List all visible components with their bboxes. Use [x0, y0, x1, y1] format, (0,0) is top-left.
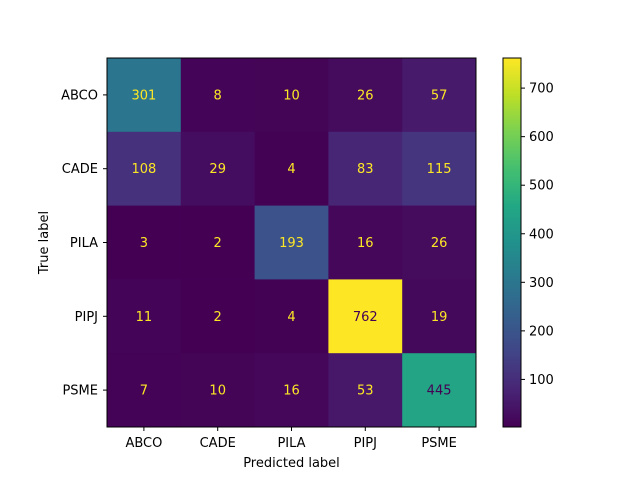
cell-value-label: 445 — [427, 384, 452, 399]
colorbar-tick-label: 100 — [529, 373, 554, 388]
heatmap-cell — [254, 205, 329, 280]
heatmap-cell — [402, 279, 477, 354]
heatmap-cell — [402, 131, 477, 207]
y-tick-label: PIPJ — [75, 310, 98, 325]
cell-value-label: 53 — [357, 384, 374, 399]
cell-value-label: 26 — [431, 236, 448, 251]
heatmap-cell — [254, 131, 329, 207]
cell-value-label: 762 — [353, 310, 378, 325]
cell-value-label: 16 — [283, 384, 300, 399]
heatmap-cell — [107, 131, 182, 207]
cell-value-label: 301 — [131, 88, 156, 103]
heatmap-cell — [328, 58, 403, 133]
heatmap-cell — [107, 353, 182, 428]
cell-value-label: 16 — [357, 236, 374, 251]
heatmap-cell — [402, 353, 477, 428]
cell-value-label: 3 — [140, 236, 148, 251]
cell-value-label: 8 — [214, 88, 222, 103]
colorbar-tick-label: 300 — [529, 276, 554, 291]
heatmap-cell — [180, 131, 256, 207]
cell-value-label: 7 — [140, 384, 148, 399]
heatmap-cell — [180, 58, 256, 133]
y-axis-label: True label — [37, 211, 52, 275]
x-axis-label: Predicted label — [243, 456, 340, 471]
colorbar: 100 200 300 400 500 600 700 — [502, 57, 554, 428]
y-tick-label: CADE — [62, 162, 98, 177]
cell-value-label: 115 — [427, 162, 452, 177]
cell-value-label: 57 — [431, 88, 448, 103]
cell-value-label: 2 — [214, 310, 222, 325]
colorbar-tick-label: 500 — [529, 179, 554, 194]
heatmap-cell — [180, 205, 256, 280]
cell-value-label: 108 — [131, 162, 156, 177]
heatmap-cell — [254, 353, 329, 428]
y-tick-label: PSME — [62, 384, 98, 399]
x-tick-label: PSME — [421, 436, 457, 451]
heatmap-cell — [180, 279, 256, 354]
cell-value-label: 26 — [357, 88, 374, 103]
heatmap-cell — [328, 353, 403, 428]
x-tick-label: PIPJ — [354, 436, 377, 451]
heatmap-cell — [402, 205, 477, 280]
colorbar-tick-label: 600 — [529, 130, 554, 145]
cell-value-label: 10 — [209, 384, 226, 399]
cell-value-label: 193 — [279, 236, 304, 251]
heatmap-cell — [107, 205, 182, 280]
heatmap-cell — [402, 58, 477, 133]
x-tick-label: PILA — [277, 436, 305, 451]
cell-value-label: 11 — [136, 310, 153, 325]
cell-value-label: 83 — [357, 162, 374, 177]
cell-annotations: 301 8 10 26 57 108 29 4 83 115 3 2 193 16 26 11 2 4 762 19 7… — [131, 88, 451, 398]
colorbar-tick-label: 400 — [529, 227, 554, 242]
y-tick-label: PILA — [70, 236, 98, 251]
y-ticks: ABCO CADE PILA PIPJ PSME — [61, 88, 107, 399]
colorbar-ticks: 100 200 300 400 500 600 700 — [521, 82, 554, 388]
cell-value-label: 2 — [214, 236, 222, 251]
heatmap-cell — [328, 279, 403, 354]
colorbar-tick-label: 200 — [529, 324, 554, 339]
y-tick-label: ABCO — [61, 88, 98, 103]
heatmap-cells — [107, 58, 477, 428]
cell-value-label: 29 — [209, 162, 226, 177]
heatmap-cell — [180, 353, 256, 428]
x-ticks: ABCO CADE PILA PIPJ PSME — [125, 427, 457, 451]
cell-value-label: 4 — [287, 310, 295, 325]
heatmap-cell — [107, 58, 182, 133]
heatmap-cell — [328, 205, 403, 280]
heatmap-cell — [254, 279, 329, 354]
x-tick-label: ABCO — [125, 436, 162, 451]
x-tick-label: CADE — [200, 436, 236, 451]
colorbar-tick-label: 700 — [529, 82, 554, 97]
cell-value-label: 19 — [431, 310, 448, 325]
cell-value-label: 4 — [287, 162, 295, 177]
heatmap-cell — [254, 58, 329, 133]
heatmap-cell — [107, 279, 182, 354]
colorbar-gradient — [502, 57, 522, 428]
cell-value-label: 10 — [283, 88, 300, 103]
heatmap-cell — [328, 131, 403, 207]
